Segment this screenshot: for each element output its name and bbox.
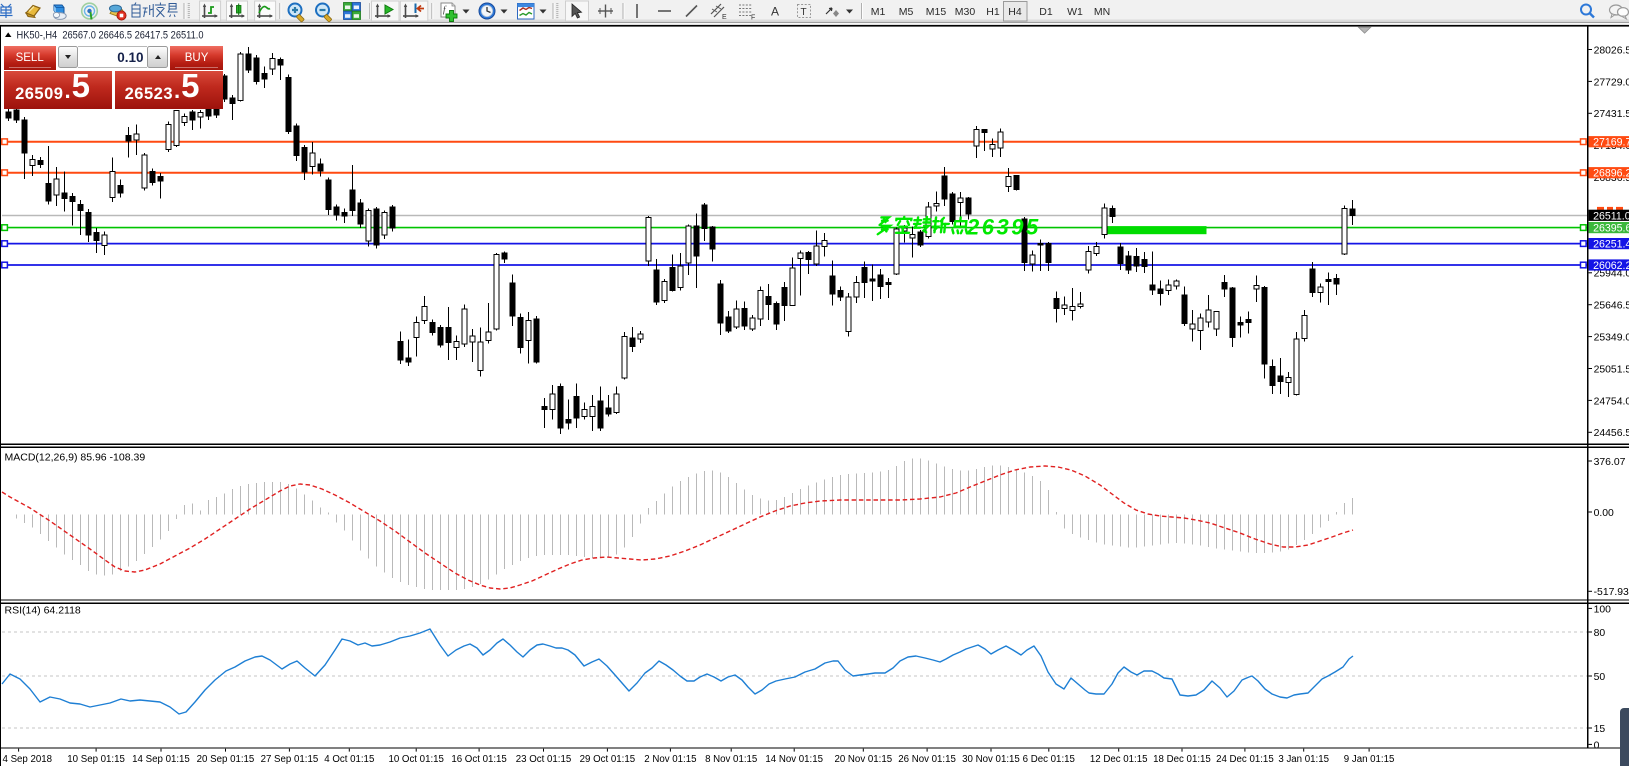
svg-text:18 Dec 01:15: 18 Dec 01:15	[1153, 754, 1211, 765]
svg-text:26062.2: 26062.2	[1593, 260, 1629, 272]
svg-text:26 Nov 01:15: 26 Nov 01:15	[898, 754, 956, 765]
svg-text:24456.5: 24456.5	[1594, 428, 1629, 439]
svg-text:16 Oct 01:15: 16 Oct 01:15	[451, 754, 506, 765]
svg-text:80: 80	[1594, 628, 1606, 639]
svg-text:29 Oct 01:15: 29 Oct 01:15	[580, 754, 635, 765]
svg-text:14 Sep 01:15: 14 Sep 01:15	[132, 754, 190, 765]
svg-text:27 Sep 01:15: 27 Sep 01:15	[261, 754, 319, 765]
svg-text:6 Dec 01:15: 6 Dec 01:15	[1023, 754, 1075, 765]
svg-text:M30: M30	[955, 6, 976, 18]
svg-text:A: A	[771, 5, 779, 19]
svg-text:E: E	[722, 14, 727, 21]
svg-text:W1: W1	[1067, 6, 1083, 18]
svg-text:H1: H1	[986, 6, 1000, 18]
svg-text:26896.2: 26896.2	[1593, 168, 1629, 180]
svg-text:4 Sep 2018: 4 Sep 2018	[3, 754, 53, 765]
svg-text:0: 0	[1594, 740, 1600, 751]
svg-text:15: 15	[1594, 724, 1606, 735]
svg-text:24 Dec 01:15: 24 Dec 01:15	[1216, 754, 1274, 765]
svg-text:HK50-,H4 26567.0 26646.5 2641: HK50-,H4 26567.0 26646.5 26417.5 26511.0	[17, 29, 204, 41]
svg-text:4 Oct 01:15: 4 Oct 01:15	[324, 754, 374, 765]
svg-text:26511.0: 26511.0	[1593, 210, 1629, 222]
svg-text:50: 50	[1594, 672, 1606, 683]
svg-text:30 Nov 01:15: 30 Nov 01:15	[962, 754, 1020, 765]
svg-text:0.00: 0.00	[1594, 508, 1614, 519]
svg-text:M15: M15	[926, 6, 947, 18]
svg-text:M1: M1	[871, 6, 886, 18]
svg-text:MN: MN	[1094, 6, 1110, 18]
svg-text:RSI(14) 64.2118: RSI(14) 64.2118	[5, 605, 81, 617]
svg-text:10 Oct 01:15: 10 Oct 01:15	[388, 754, 443, 765]
svg-text:24754.0: 24754.0	[1594, 396, 1629, 407]
svg-text:25944.0: 25944.0	[1594, 269, 1629, 280]
svg-text:3 Jan 01:15: 3 Jan 01:15	[1278, 754, 1329, 765]
svg-text:25051.5: 25051.5	[1594, 364, 1629, 375]
svg-text:25646.5: 25646.5	[1594, 301, 1629, 312]
svg-text:MACD(12,26,9) 85.96 -108.39: MACD(12,26,9) 85.96 -108.39	[5, 452, 146, 464]
svg-text:20 Sep 01:15: 20 Sep 01:15	[197, 754, 255, 765]
svg-text:26836.5: 26836.5	[1594, 173, 1629, 184]
svg-text:26251.4: 26251.4	[1593, 239, 1629, 251]
svg-text:-517.93: -517.93	[1594, 587, 1629, 598]
svg-text:2 Nov 01:15: 2 Nov 01:15	[644, 754, 696, 765]
svg-text:27729.0: 27729.0	[1594, 77, 1629, 88]
svg-text:H4: H4	[1008, 6, 1022, 18]
svg-text:28026.5: 28026.5	[1594, 45, 1629, 56]
svg-text:9 Jan 01:15: 9 Jan 01:15	[1344, 754, 1395, 765]
svg-text:f: f	[443, 5, 447, 15]
svg-text:14 Nov 01:15: 14 Nov 01:15	[765, 754, 823, 765]
svg-text:23 Oct 01:15: 23 Oct 01:15	[516, 754, 571, 765]
svg-text:M5: M5	[899, 6, 914, 18]
svg-text:26395.6: 26395.6	[1593, 223, 1629, 235]
svg-text:12 Dec 01:15: 12 Dec 01:15	[1090, 754, 1148, 765]
svg-text:27431.5: 27431.5	[1594, 109, 1629, 120]
svg-text:T: T	[801, 7, 807, 18]
svg-text:10 Sep 01:15: 10 Sep 01:15	[67, 754, 125, 765]
svg-text:100: 100	[1594, 604, 1612, 615]
svg-text:376.07: 376.07	[1594, 457, 1626, 468]
svg-text:26395: 26395	[966, 215, 1041, 240]
svg-text:25349.0: 25349.0	[1594, 333, 1629, 344]
svg-text:27169.7: 27169.7	[1593, 137, 1629, 149]
svg-text:F: F	[751, 15, 755, 22]
svg-text:20 Nov 01:15: 20 Nov 01:15	[834, 754, 892, 765]
svg-text:D1: D1	[1039, 6, 1053, 18]
svg-text:8 Nov 01:15: 8 Nov 01:15	[705, 754, 757, 765]
